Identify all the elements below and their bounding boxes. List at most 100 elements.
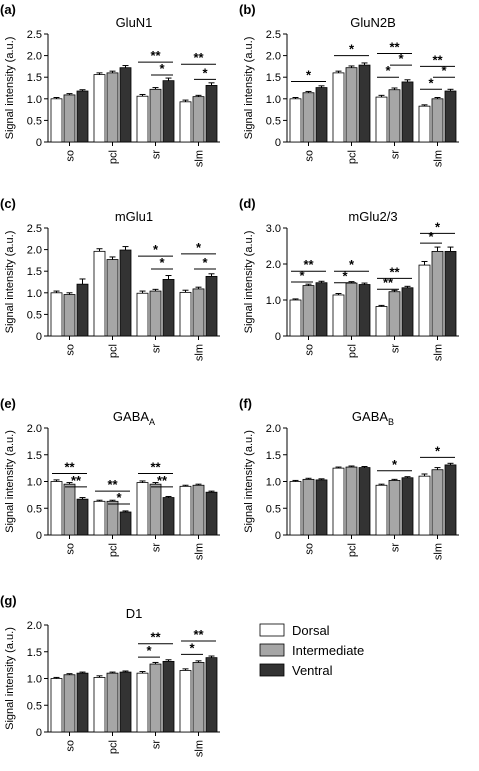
x-tick-label: pcl — [347, 150, 359, 164]
significance-marker: * — [428, 229, 434, 244]
chart-panel-1: (b) GluN2B Signal intensity (a.u.) 0 0.5 1.0 1… — [239, 2, 459, 167]
bar — [149, 663, 162, 733]
bar — [444, 90, 457, 143]
panel-label: (b) — [239, 2, 256, 17]
y-tick-label: 1.5 — [27, 450, 42, 462]
bar — [418, 264, 431, 337]
bar — [289, 98, 302, 143]
x-tick-label: sr — [151, 150, 163, 160]
bar — [106, 500, 119, 536]
bar — [192, 484, 205, 536]
bar — [162, 80, 175, 143]
legend-label: Dorsal — [292, 623, 330, 638]
significance-marker: * — [146, 643, 152, 658]
bar — [315, 87, 328, 143]
significance-marker: ** — [157, 473, 168, 488]
panel-label: (g) — [0, 593, 17, 608]
y-tick-label: 0 — [36, 530, 42, 542]
bar — [179, 101, 192, 143]
x-tick-label: pcl — [347, 543, 359, 557]
chart-title: mGlu2/3 — [348, 209, 397, 224]
significance-marker: * — [441, 63, 447, 78]
bar — [332, 467, 345, 536]
bar — [418, 475, 431, 536]
x-tick-label: sr — [151, 740, 163, 750]
bar — [205, 491, 218, 536]
legend-swatch — [259, 643, 285, 657]
chart-panel-2: (c) mGlu1 Signal intensity (a.u.) 0 0.5 1.0 1.… — [0, 196, 220, 361]
significance-marker: ** — [64, 459, 75, 474]
significance-marker: * — [202, 255, 208, 270]
significance-marker: ** — [150, 459, 161, 474]
y-tick-label: 1.5 — [266, 72, 281, 84]
chart-title-text: GABA — [352, 409, 388, 424]
panel-label: (a) — [0, 2, 16, 17]
x-tick-label: slm — [433, 344, 445, 361]
chart-title-subscript: B — [388, 417, 394, 427]
bar — [179, 485, 192, 536]
legend-swatch — [259, 663, 285, 677]
chart-panel-5: (f) GABAB Signal intensity (a.u.) 0 0.5 1.0 1.… — [239, 396, 459, 560]
significance-marker: * — [349, 42, 355, 57]
chart-title-text: GluN2B — [350, 15, 396, 30]
x-tick-label: sr — [390, 543, 402, 553]
bar — [345, 282, 358, 337]
legend-label: Intermediate — [292, 643, 364, 658]
bar — [388, 480, 401, 536]
chart-panel-0: (a) GluN1 Signal intensity (a.u.) 0 0.5 1.0 1.… — [0, 2, 220, 167]
bar — [289, 299, 302, 337]
bar — [93, 250, 106, 337]
bar — [106, 259, 119, 337]
chart-title: GABAA — [113, 409, 155, 427]
bar — [205, 657, 218, 733]
panel-label: (d) — [239, 196, 256, 211]
bar — [76, 283, 89, 337]
y-axis-label: Signal intensity (a.u.) — [4, 430, 16, 533]
chart-title-subscript: A — [149, 417, 155, 427]
significance-marker: ** — [303, 257, 314, 272]
y-tick-label: 1.0 — [27, 288, 42, 300]
bar — [162, 660, 175, 733]
significance-marker: ** — [150, 48, 161, 63]
y-tick-label: 2.0 — [27, 620, 42, 632]
bar — [76, 498, 89, 536]
significance-marker: ** — [389, 39, 400, 54]
x-tick-label: slm — [433, 150, 445, 167]
y-tick-label: 1.5 — [266, 450, 281, 462]
y-tick-label: 2.5 — [27, 29, 42, 41]
bar — [388, 291, 401, 337]
bar — [375, 306, 388, 337]
bar — [205, 85, 218, 143]
bar — [50, 678, 63, 733]
y-tick-label: 0 — [36, 137, 42, 149]
bar — [93, 677, 106, 733]
y-tick-label: 0.5 — [27, 309, 42, 321]
bar — [50, 481, 63, 536]
y-tick-label: 1.0 — [27, 674, 42, 686]
significance-marker: ** — [432, 52, 443, 67]
legend: Dorsal Intermediate Ventral — [259, 623, 364, 678]
significance-marker: * — [435, 443, 441, 458]
y-tick-label: 0 — [36, 331, 42, 343]
significance-marker: * — [398, 51, 404, 66]
bar — [162, 497, 175, 536]
significance-marker: * — [159, 61, 165, 76]
significance-marker: ** — [107, 477, 118, 492]
bar — [315, 282, 328, 337]
y-tick-label: 1.0 — [266, 477, 281, 489]
bar — [345, 67, 358, 143]
bar — [119, 249, 132, 337]
bar — [444, 250, 457, 337]
bar — [93, 500, 106, 536]
significance-marker: ** — [71, 473, 82, 488]
significance-marker: * — [349, 257, 355, 272]
y-axis-label: Signal intensity (a.u.) — [4, 37, 16, 140]
bar — [401, 477, 414, 536]
bar — [50, 98, 63, 143]
chart-title-text: mGlu1 — [115, 209, 153, 224]
significance-marker: ** — [193, 627, 204, 642]
bar — [375, 484, 388, 536]
y-tick-label: 1.0 — [27, 94, 42, 106]
significance-marker: * — [153, 242, 159, 257]
bar — [136, 292, 149, 337]
